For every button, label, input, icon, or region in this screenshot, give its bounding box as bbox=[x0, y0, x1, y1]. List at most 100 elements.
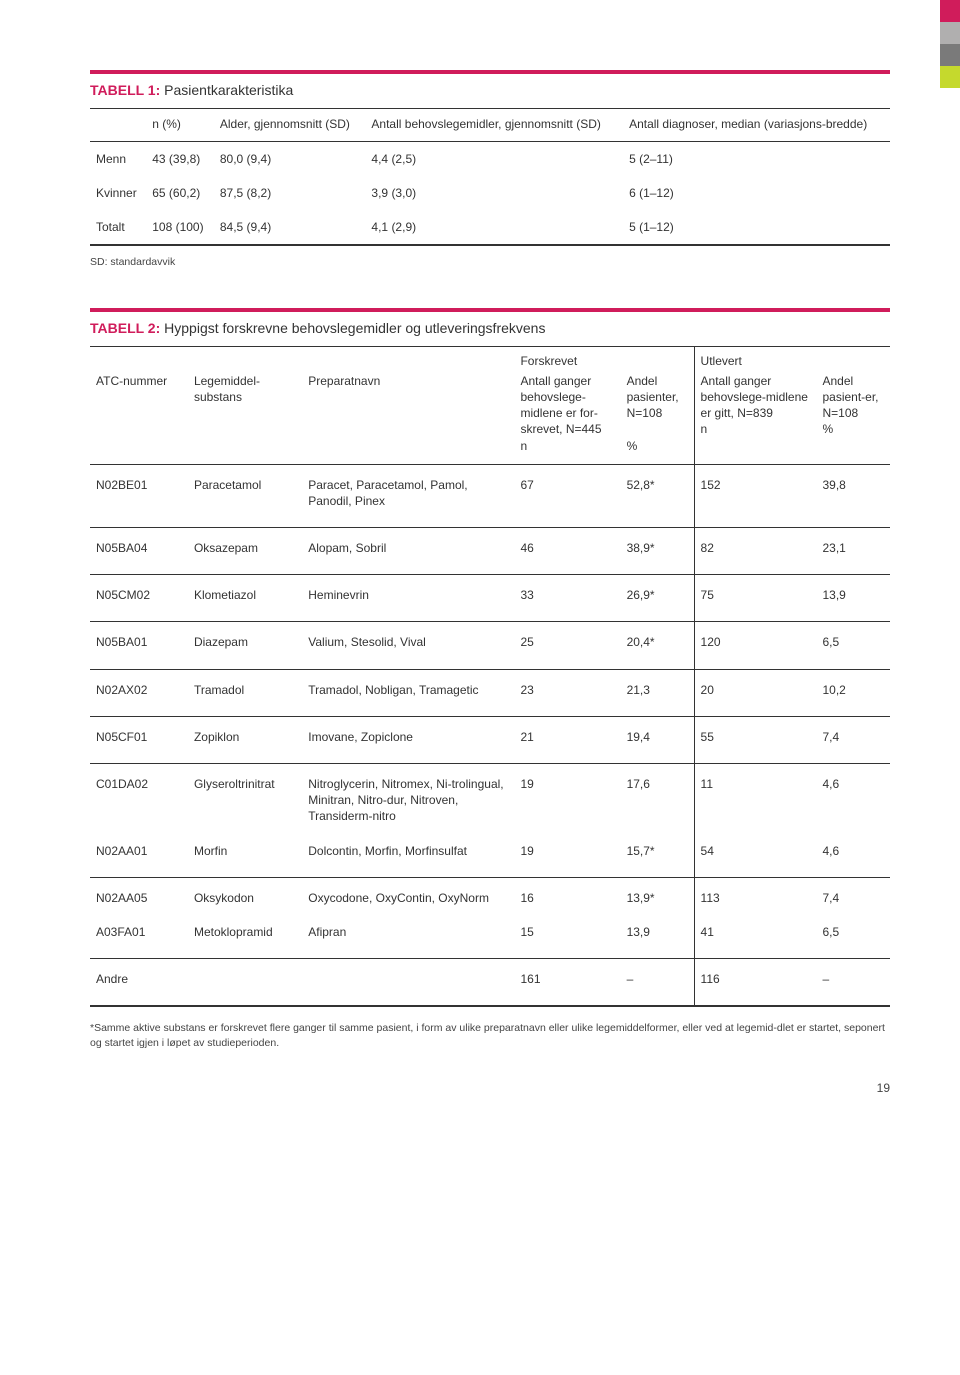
table2-cell: N02AX02 bbox=[90, 669, 188, 716]
table1-label: TABELL 1: bbox=[90, 82, 160, 98]
table2-cell bbox=[302, 959, 514, 1007]
table1-cell: 84,5 (9,4) bbox=[214, 210, 366, 245]
table2-cell: 15,7* bbox=[621, 831, 694, 878]
table2-cell: 7,4 bbox=[816, 716, 890, 763]
table2-cell: 21 bbox=[514, 716, 620, 763]
table1-col: n (%) bbox=[146, 109, 214, 142]
table2-cell: 75 bbox=[694, 575, 816, 622]
table2-cell: N05BA04 bbox=[90, 528, 188, 575]
table2-cell: 23 bbox=[514, 669, 620, 716]
page-number: 19 bbox=[90, 1081, 890, 1095]
table2-cell: 15 bbox=[514, 912, 620, 959]
table2-cell: Oxycodone, OxyContin, OxyNorm bbox=[302, 877, 514, 912]
t2-col-atc: ATC-nummer bbox=[90, 373, 188, 464]
table2-cell: Andre bbox=[90, 959, 188, 1007]
table1-cell: 3,9 (3,0) bbox=[365, 176, 623, 210]
table2-cell: Oksykodon bbox=[188, 877, 302, 912]
table2-cell: 55 bbox=[694, 716, 816, 763]
table1-col: Antall behovslegemidler, gjennomsnitt (S… bbox=[365, 109, 623, 142]
table2-cell: 19,4 bbox=[621, 716, 694, 763]
table1-cell: Kvinner bbox=[90, 176, 146, 210]
table2-cell: Alopam, Sobril bbox=[302, 528, 514, 575]
table2-cell: N05CM02 bbox=[90, 575, 188, 622]
table2-cell: Imovane, Zopiclone bbox=[302, 716, 514, 763]
table2-cell: 10,2 bbox=[816, 669, 890, 716]
t2-col-v1: Antall ganger behovslege-midlene er for-… bbox=[514, 373, 620, 464]
table2-group-forskrevet: Forskrevet bbox=[514, 346, 694, 373]
table1-cell: 5 (2–11) bbox=[623, 141, 890, 176]
table1-cell: 5 (1–12) bbox=[623, 210, 890, 245]
table2-cell: 11 bbox=[694, 764, 816, 831]
t2-col-sub: Legemiddel-substans bbox=[188, 373, 302, 464]
table1-col: Antall diagnoser, median (variasjons-bre… bbox=[623, 109, 890, 142]
table2-cell: 21,3 bbox=[621, 669, 694, 716]
table2-cell: 26,9* bbox=[621, 575, 694, 622]
table2-cell: 7,4 bbox=[816, 877, 890, 912]
table2-cell: Paracetamol bbox=[188, 464, 302, 527]
table2-cell: 41 bbox=[694, 912, 816, 959]
table2-cell: 33 bbox=[514, 575, 620, 622]
table2-cell: Tramadol, Nobligan, Tramagetic bbox=[302, 669, 514, 716]
table2-cell: Dolcontin, Morfin, Morfinsulfat bbox=[302, 831, 514, 878]
table2-cell: 38,9* bbox=[621, 528, 694, 575]
table2-cell: 67 bbox=[514, 464, 620, 527]
table1-col: Alder, gjennomsnitt (SD) bbox=[214, 109, 366, 142]
table2-cell: 17,6 bbox=[621, 764, 694, 831]
table2-cell: 6,5 bbox=[816, 622, 890, 669]
table2-cell: 161 bbox=[514, 959, 620, 1007]
table2-cell: 13,9 bbox=[816, 575, 890, 622]
t2-col-v4: Andel pasient-er, N=108% bbox=[816, 373, 890, 464]
table1-cell: 65 (60,2) bbox=[146, 176, 214, 210]
table2: Forskrevet Utlevert ATC-nummer Legemidde… bbox=[90, 346, 890, 1008]
table1-cell: 6 (1–12) bbox=[623, 176, 890, 210]
table2-cell: 20,4* bbox=[621, 622, 694, 669]
table2-cell: 39,8 bbox=[816, 464, 890, 527]
table2-cell: 120 bbox=[694, 622, 816, 669]
table2-group-utlevert: Utlevert bbox=[694, 346, 890, 373]
t2-col-v3: Antall ganger behovslege-midlene er gitt… bbox=[694, 373, 816, 464]
table2-label: TABELL 2: bbox=[90, 320, 160, 336]
table2-cell: 19 bbox=[514, 831, 620, 878]
table2-cell: 16 bbox=[514, 877, 620, 912]
table2-cell: N05BA01 bbox=[90, 622, 188, 669]
table2-cell: 152 bbox=[694, 464, 816, 527]
table2-cell: N02AA05 bbox=[90, 877, 188, 912]
table2-cell: 54 bbox=[694, 831, 816, 878]
table2-cell: 6,5 bbox=[816, 912, 890, 959]
table2-cell: 4,6 bbox=[816, 764, 890, 831]
table2-cell: N02BE01 bbox=[90, 464, 188, 527]
table1-footnote: SD: standardavvik bbox=[90, 256, 890, 268]
table1-col bbox=[90, 109, 146, 142]
table1-cell: Menn bbox=[90, 141, 146, 176]
table2-cell: – bbox=[621, 959, 694, 1007]
table1-title: TABELL 1: Pasientkarakteristika bbox=[90, 70, 890, 102]
table2-cell: Afipran bbox=[302, 912, 514, 959]
table1-desc: Pasientkarakteristika bbox=[164, 82, 293, 98]
table2-cell: N02AA01 bbox=[90, 831, 188, 878]
table2-cell: 23,1 bbox=[816, 528, 890, 575]
table2-cell: Diazepam bbox=[188, 622, 302, 669]
table2-cell: 4,6 bbox=[816, 831, 890, 878]
table2-cell: Morfin bbox=[188, 831, 302, 878]
table2-cell: Heminevrin bbox=[302, 575, 514, 622]
table2-cell: A03FA01 bbox=[90, 912, 188, 959]
table2-cell: 25 bbox=[514, 622, 620, 669]
table2-cell: 113 bbox=[694, 877, 816, 912]
table2-cell: Valium, Stesolid, Vival bbox=[302, 622, 514, 669]
table2-cell: Zopiklon bbox=[188, 716, 302, 763]
table2-cell: Paracet, Paracetamol, Pamol, Panodil, Pi… bbox=[302, 464, 514, 527]
table2-cell bbox=[188, 959, 302, 1007]
table2-cell: Metoklopramid bbox=[188, 912, 302, 959]
table2-cell: Nitroglycerin, Nitromex, Ni-trolingual, … bbox=[302, 764, 514, 831]
table2-cell: Tramadol bbox=[188, 669, 302, 716]
table2-cell: 20 bbox=[694, 669, 816, 716]
table2-desc: Hyppigst forskrevne behovslegemidler og … bbox=[164, 320, 545, 336]
table2-cell: 19 bbox=[514, 764, 620, 831]
table2-cell: Glyseroltrinitrat bbox=[188, 764, 302, 831]
table1-cell: 80,0 (9,4) bbox=[214, 141, 366, 176]
table2-cell: N05CF01 bbox=[90, 716, 188, 763]
table2-cell: 82 bbox=[694, 528, 816, 575]
table2-cell: 52,8* bbox=[621, 464, 694, 527]
table2-cell: 46 bbox=[514, 528, 620, 575]
table1-cell: 108 (100) bbox=[146, 210, 214, 245]
